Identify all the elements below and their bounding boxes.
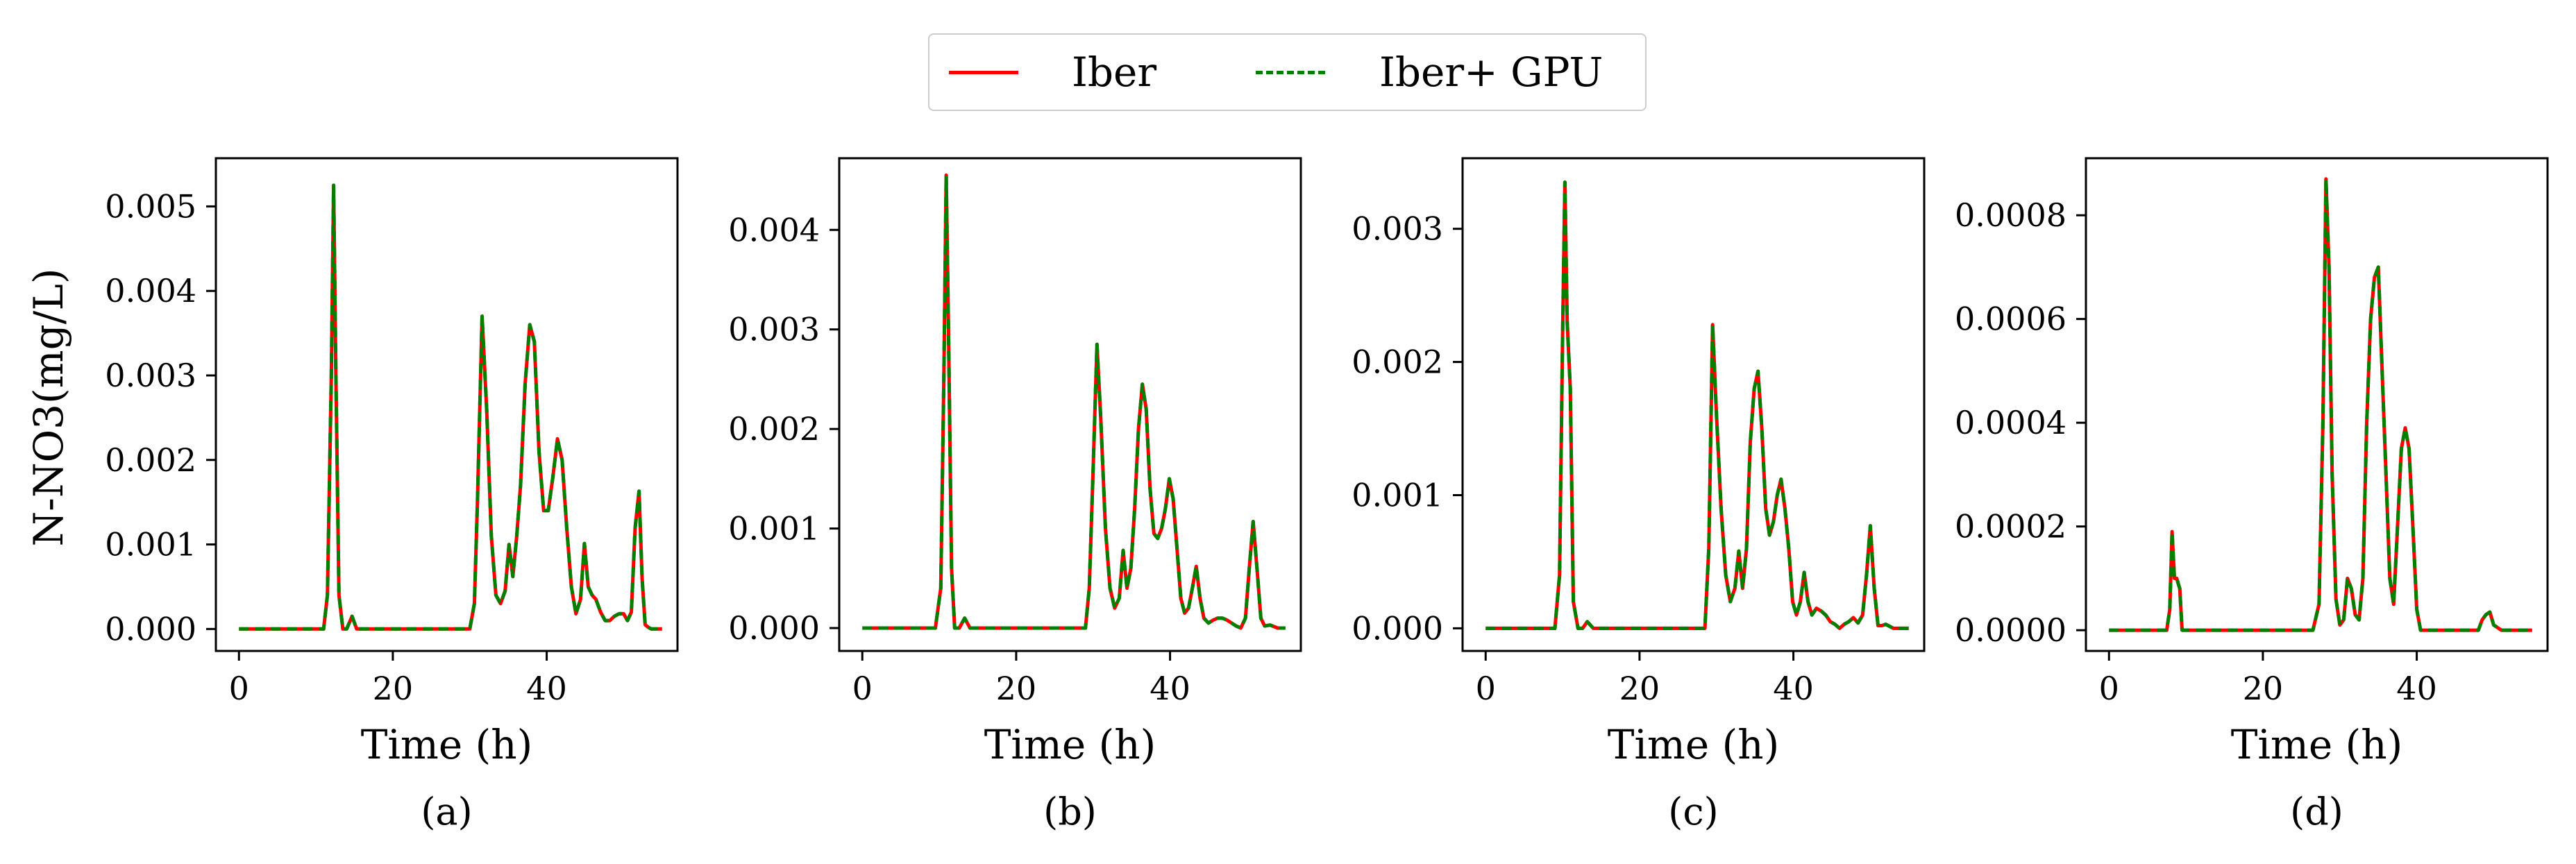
x-tick-label-4-2: 40 xyxy=(2396,670,2437,707)
series-line-iber-3 xyxy=(1485,180,1909,630)
panel-label-4: (d) xyxy=(2290,790,2343,833)
legend-label-iber: Iber xyxy=(1072,49,1157,96)
y-tick-label-1-4: 0.004 xyxy=(105,272,196,310)
y-tick-label-1-2: 0.002 xyxy=(105,441,196,479)
plot-frame-3 xyxy=(1461,157,1926,652)
y-tick-label-2-1: 0.001 xyxy=(728,510,820,548)
y-tick-label-2-3: 0.003 xyxy=(728,311,820,348)
x-axis-label-1: Time (h) xyxy=(361,721,533,768)
y-tick-label-2-2: 0.002 xyxy=(728,410,820,448)
y-tick-label-4-1: 0.0002 xyxy=(1955,508,2066,545)
plot-frame-1 xyxy=(214,157,679,652)
panel-2: 0 20 40 0.000 0.001 0.002 0.003 0.004 Time (h) (b… xyxy=(728,157,1302,833)
panels-layer: 0 20 40 0.000 0.001 0.002 0.003 0.004 0.005 Time … xyxy=(105,157,2549,833)
x-tick-label-3-2: 40 xyxy=(1773,670,1814,707)
panel-3: 0 20 40 0.000 0.001 0.002 0.003 Time (h) (c) xyxy=(1352,157,1926,833)
x-tick-label-3-0: 0 xyxy=(1476,670,1496,707)
x-tick-label-2-2: 40 xyxy=(1150,670,1190,707)
y-tick-label-3-2: 0.002 xyxy=(1352,344,1443,381)
x-tick-label-4-1: 20 xyxy=(2243,670,2284,707)
x-axis-label-4: Time (h) xyxy=(2231,721,2403,768)
y-tick-label-1-1: 0.001 xyxy=(105,526,196,564)
x-axis-label-3: Time (h) xyxy=(1608,721,1780,768)
y-tick-label-4-3: 0.0006 xyxy=(1955,300,2066,338)
legend-line-iber-gpu xyxy=(1256,71,1325,74)
panel-label-3: (c) xyxy=(1668,790,1718,833)
y-tick-label-1-5: 0.005 xyxy=(105,187,196,225)
y-tick-label-2-4: 0.004 xyxy=(728,211,820,248)
x-tick-label-3-1: 20 xyxy=(1619,670,1660,707)
x-tick-label-1-0: 0 xyxy=(229,670,249,707)
panel-label-1: (a) xyxy=(421,790,472,833)
panel-1: 0 20 40 0.000 0.001 0.002 0.003 0.004 0.005 Time … xyxy=(105,157,679,833)
y-tick-label-3-0: 0.000 xyxy=(1352,609,1443,647)
plot-frame-4 xyxy=(2085,157,2549,652)
x-tick-label-1-2: 40 xyxy=(526,670,567,707)
legend: Iber Iber+ GPU xyxy=(928,33,1647,111)
x-tick-label-2-0: 0 xyxy=(852,670,873,707)
plot-frame-2 xyxy=(838,157,1302,652)
series-line-iber-2 xyxy=(862,173,1286,630)
y-tick-label-1-3: 0.003 xyxy=(105,357,196,394)
x-tick-label-4-0: 0 xyxy=(2099,670,2119,707)
y-tick-label-4-2: 0.0004 xyxy=(1955,404,2066,441)
legend-line-iber xyxy=(949,71,1018,74)
legend-label-iber-gpu: Iber+ GPU xyxy=(1379,49,1603,96)
y-tick-label-4-0: 0.0000 xyxy=(1955,611,2066,649)
series-line-iber-gpu-3 xyxy=(1485,180,1909,630)
series-line-iber-gpu-1 xyxy=(239,183,662,631)
panel-4: 0 20 40 0.0000 0.0002 0.0004 0.0006 0.0008 Time … xyxy=(1955,157,2549,833)
series-line-iber-1 xyxy=(239,183,662,631)
y-tick-label-1-0: 0.000 xyxy=(105,610,196,647)
series-line-iber-gpu-2 xyxy=(862,173,1286,630)
y-axis-label: N-NO3(mg/L) xyxy=(25,269,72,547)
x-axis-label-2: Time (h) xyxy=(984,721,1156,768)
panel-label-2: (b) xyxy=(1043,790,1097,833)
x-tick-label-2-1: 20 xyxy=(996,670,1037,707)
series-line-iber-4 xyxy=(2109,177,2532,632)
y-tick-label-2-0: 0.000 xyxy=(728,609,820,647)
y-tick-label-3-3: 0.003 xyxy=(1352,210,1443,248)
y-tick-label-4-4: 0.0008 xyxy=(1955,196,2066,234)
y-tick-label-3-1: 0.001 xyxy=(1352,476,1443,514)
x-tick-label-1-1: 20 xyxy=(373,670,414,707)
